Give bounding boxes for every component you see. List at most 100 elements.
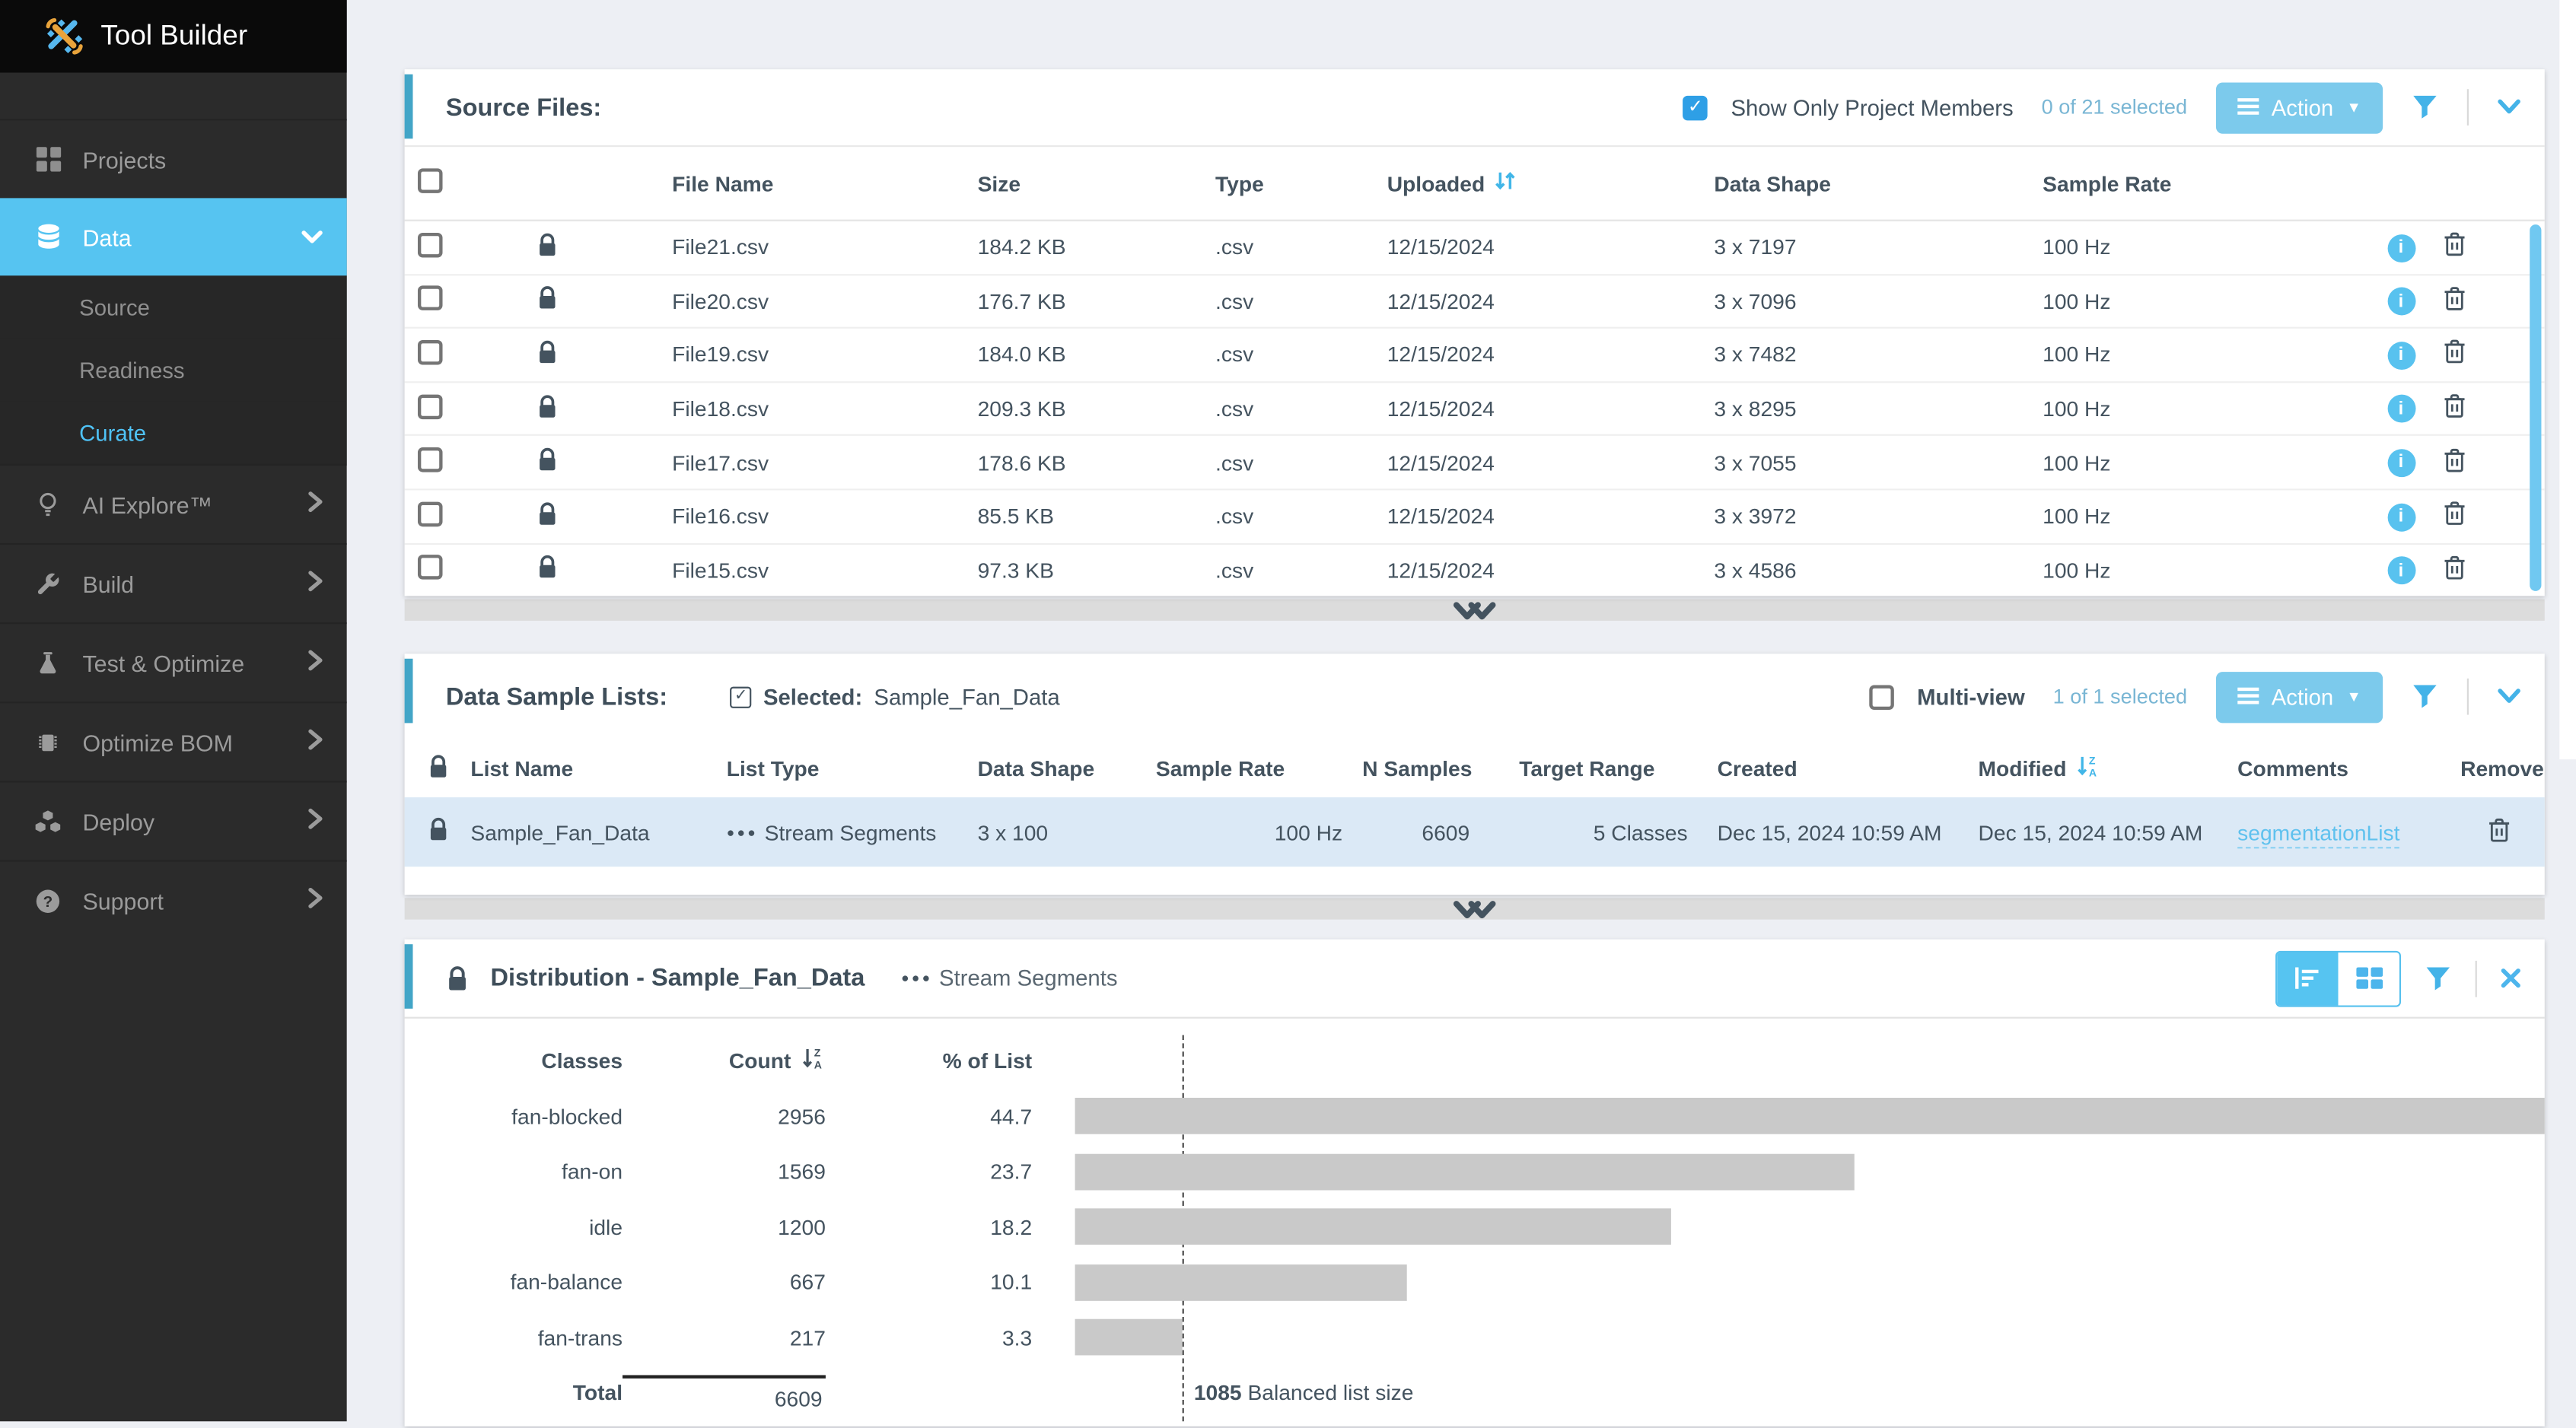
distribution-total-row: Total 6609 1085 Balanced list size	[405, 1366, 2545, 1421]
info-icon[interactable]: i	[2387, 503, 2415, 531]
column-header-size[interactable]: Size	[978, 171, 1215, 196]
sort-icon[interactable]	[1495, 170, 1516, 196]
column-header-comments[interactable]: Comments	[2237, 756, 2460, 781]
delete-icon[interactable]	[2487, 816, 2512, 843]
distribution-bar	[1075, 1099, 2545, 1135]
source-file-row: File18.csv209.3 KB.csv12/15/20243 x 8295…	[405, 383, 2545, 437]
delete-icon[interactable]	[2442, 393, 2467, 420]
bar-chart-icon	[2294, 966, 2322, 991]
sub-item-label: Source	[79, 294, 150, 320]
sidebar-spacer	[0, 72, 347, 119]
sidebar-item-curate[interactable]: Curate	[0, 401, 347, 463]
sidebar-item-label: Deploy	[82, 808, 154, 835]
source-file-row: File15.csv97.3 KB.csv12/15/20243 x 45861…	[405, 544, 2545, 596]
tool-builder-logo-icon	[43, 15, 85, 58]
column-header-list-name[interactable]: List Name	[470, 756, 726, 781]
row-select-checkbox[interactable]	[418, 447, 443, 472]
stream-segments-icon: ●●●	[727, 825, 758, 840]
filter-icon[interactable]	[2424, 965, 2452, 992]
close-icon[interactable]	[2500, 968, 2521, 989]
info-icon[interactable]: i	[2387, 288, 2415, 316]
column-header-sample-rate[interactable]: Sample Rate	[1156, 756, 1362, 781]
sidebar-item-ai-explore[interactable]: AI Explore™	[0, 464, 347, 543]
row-select-checkbox[interactable]	[418, 340, 443, 365]
delete-icon[interactable]	[2442, 447, 2467, 473]
sidebar-item-support[interactable]: ? Support	[0, 860, 347, 940]
sort-za-icon[interactable]: ZA	[801, 1048, 826, 1076]
delete-icon[interactable]	[2442, 501, 2467, 527]
distribution-bar	[1075, 1209, 1672, 1245]
row-select-checkbox[interactable]	[418, 233, 443, 258]
sub-item-label: Readiness	[79, 358, 184, 383]
info-icon[interactable]: i	[2387, 449, 2415, 477]
column-header-count[interactable]: Count ZA	[729, 1048, 826, 1076]
sidebar-item-build[interactable]: Build	[0, 543, 347, 622]
column-header-list-type[interactable]: List Type	[727, 756, 978, 781]
select-all-checkbox[interactable]	[418, 168, 443, 193]
file-uploaded-cell: 12/15/2024	[1387, 558, 1715, 583]
multi-view-checkbox[interactable]	[1869, 685, 1894, 710]
column-header-created[interactable]: Created	[1718, 756, 1979, 781]
app-logo: Tool Builder	[0, 0, 347, 72]
column-header-data-shape[interactable]: Data Shape	[1714, 171, 2043, 196]
collapse-panel-icon[interactable]	[2497, 99, 2522, 116]
comments-link[interactable]: segmentationList	[2237, 820, 2399, 848]
sample-list-row[interactable]: Sample_Fan_Data ●●●Stream Segments 3 x 1…	[405, 797, 2545, 867]
distribution-table-header: Classes Count ZA % of List	[405, 1034, 2545, 1089]
info-icon[interactable]: i	[2387, 395, 2415, 423]
list-type-indicator: ●●●Stream Segments	[901, 966, 1117, 991]
modified-cell: Dec 15, 2024 10:59 AM	[1979, 820, 2238, 845]
chart-view-button[interactable]	[2277, 952, 2338, 1004]
info-icon[interactable]: i	[2387, 556, 2415, 584]
sidebar: Tool Builder Projects Data Source Readin…	[0, 0, 347, 1421]
file-type-cell: .csv	[1215, 235, 1387, 260]
collapse-sample-lists-strip[interactable]	[405, 898, 2545, 920]
row-select-checkbox[interactable]	[418, 555, 443, 580]
column-header-n-samples[interactable]: N Samples	[1362, 756, 1519, 781]
row-select-checkbox[interactable]	[418, 501, 443, 526]
scrollbar-thumb[interactable]	[2530, 224, 2541, 591]
filter-icon[interactable]	[2411, 684, 2439, 711]
sidebar-item-test-optimize[interactable]: Test & Optimize	[0, 622, 347, 701]
source-files-table-header: File Name Size Type Uploaded Data Shape …	[405, 145, 2545, 221]
chip-icon	[33, 729, 62, 755]
caret-down-icon: ▼	[2347, 99, 2361, 116]
row-select-checkbox[interactable]	[418, 394, 443, 419]
collapse-source-files-strip[interactable]	[405, 600, 2545, 621]
info-icon[interactable]: i	[2387, 342, 2415, 370]
column-header-data-shape[interactable]: Data Shape	[978, 756, 1156, 781]
class-name-cell: fan-blocked	[511, 1104, 623, 1129]
info-icon[interactable]: i	[2387, 234, 2415, 262]
action-button[interactable]: Action ▼	[2215, 81, 2383, 132]
sidebar-item-source[interactable]: Source	[0, 275, 347, 338]
sort-za-icon[interactable]: ZA	[2076, 755, 2101, 783]
action-button[interactable]: Action ▼	[2215, 671, 2383, 722]
show-only-project-members-checkbox[interactable]	[1683, 95, 1708, 120]
delete-icon[interactable]	[2442, 555, 2467, 581]
filter-icon[interactable]	[2411, 94, 2439, 121]
collapse-panel-icon[interactable]	[2497, 689, 2522, 705]
distribution-row: fan-on156923.7	[405, 1144, 2545, 1200]
column-header-type[interactable]: Type	[1215, 171, 1387, 196]
sidebar-item-deploy[interactable]: Deploy	[0, 781, 347, 860]
sidebar-item-readiness[interactable]: Readiness	[0, 339, 347, 401]
balanced-list-size-label: 1085 Balanced list size	[1194, 1380, 1414, 1405]
delete-icon[interactable]	[2442, 339, 2467, 366]
column-header-modified[interactable]: Modified ZA	[1979, 755, 2238, 783]
sidebar-item-projects[interactable]: Projects	[0, 119, 347, 198]
source-file-row: File20.csv176.7 KB.csv12/15/20243 x 7096…	[405, 275, 2545, 329]
column-header-uploaded[interactable]: Uploaded	[1387, 170, 1715, 196]
row-select-checkbox[interactable]	[418, 286, 443, 311]
sidebar-item-data[interactable]: Data	[0, 198, 347, 275]
delete-icon[interactable]	[2442, 285, 2467, 312]
delete-icon[interactable]	[2442, 231, 2467, 258]
column-header-sample-rate[interactable]: Sample Rate	[2043, 171, 2353, 196]
data-sample-lists-table-header: List Name List Type Data Shape Sample Ra…	[405, 739, 2545, 797]
divider	[2476, 960, 2477, 997]
column-header-target-range[interactable]: Target Range	[1519, 756, 1717, 781]
column-header-file-name[interactable]: File Name	[672, 171, 977, 196]
table-view-button[interactable]	[2339, 952, 2399, 1004]
caret-down-icon: ▼	[2347, 689, 2361, 705]
lock-icon	[537, 237, 558, 262]
sidebar-item-optimize-bom[interactable]: Optimize BOM	[0, 701, 347, 781]
